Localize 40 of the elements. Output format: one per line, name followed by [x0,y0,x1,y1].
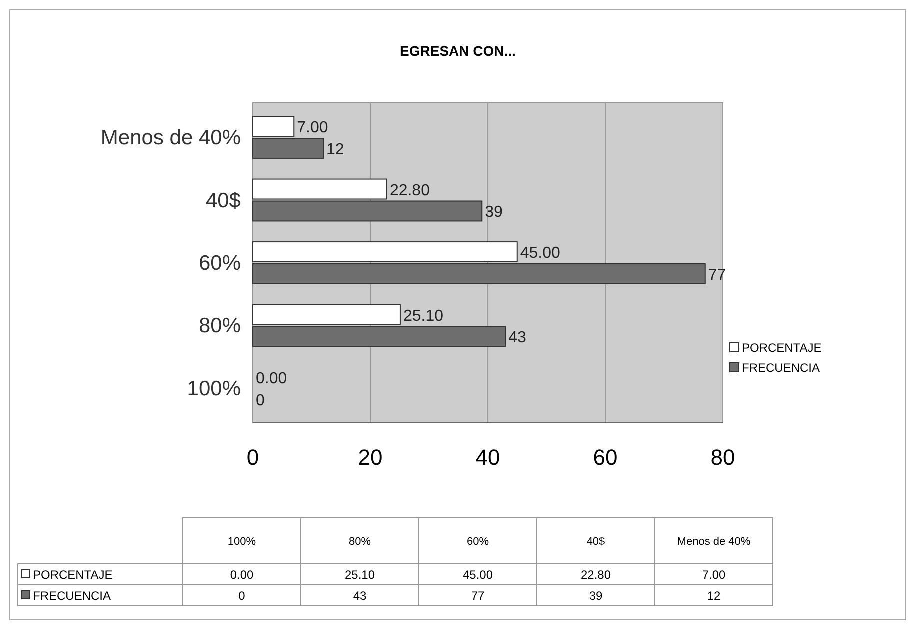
data-label: 43 [508,330,527,347]
y-tick-label: 80% [198,314,241,338]
text: PORCENTAJE [33,568,113,582]
text: 7.00 [702,568,726,582]
y-tick-label: Menos de 40% [100,126,241,150]
category-label: Menos de 40% [677,536,751,548]
legend-label: FRECUENCIA [742,361,820,375]
text: 0.00 [230,568,254,582]
chart-title: EGRESAN CON... [400,43,516,59]
data-label: 77 [708,266,726,284]
text: 77 [471,589,485,603]
data-label: 45.00 [520,245,561,262]
text: 25.10 [344,568,376,582]
category-label: 80% [348,536,372,548]
text: 39 [589,589,603,603]
y-tick-label: 60% [198,252,241,275]
text: FRECUENCIA [33,589,112,603]
category-label: 100% [228,536,256,548]
x-tick-label: 60 [593,445,618,470]
category-label: 40$ [586,536,606,548]
data-label: 39 [485,204,504,222]
data-label: 25.10 [403,308,444,325]
data-label: 0.00 [256,370,288,388]
data-label: 12 [326,141,344,158]
data-label: 7.00 [297,120,328,137]
data-label: 0 [256,392,265,410]
x-tick-label: 80 [710,445,736,470]
y-tick-label: 40$ [206,189,242,212]
text: 0 [238,589,246,603]
x-tick-label: 40 [476,445,500,470]
x-tick-label: 0 [246,445,260,470]
text: 22.80 [580,568,612,582]
text: 12 [707,589,721,603]
text: 43 [353,589,367,603]
text: 45.00 [462,568,494,582]
x-tick-label: 20 [358,445,383,470]
y-tick-label: 100% [187,377,241,400]
legend-label: PORCENTAJE [742,341,822,355]
data-label: 22.80 [390,182,430,200]
category-label: 60% [466,536,490,548]
